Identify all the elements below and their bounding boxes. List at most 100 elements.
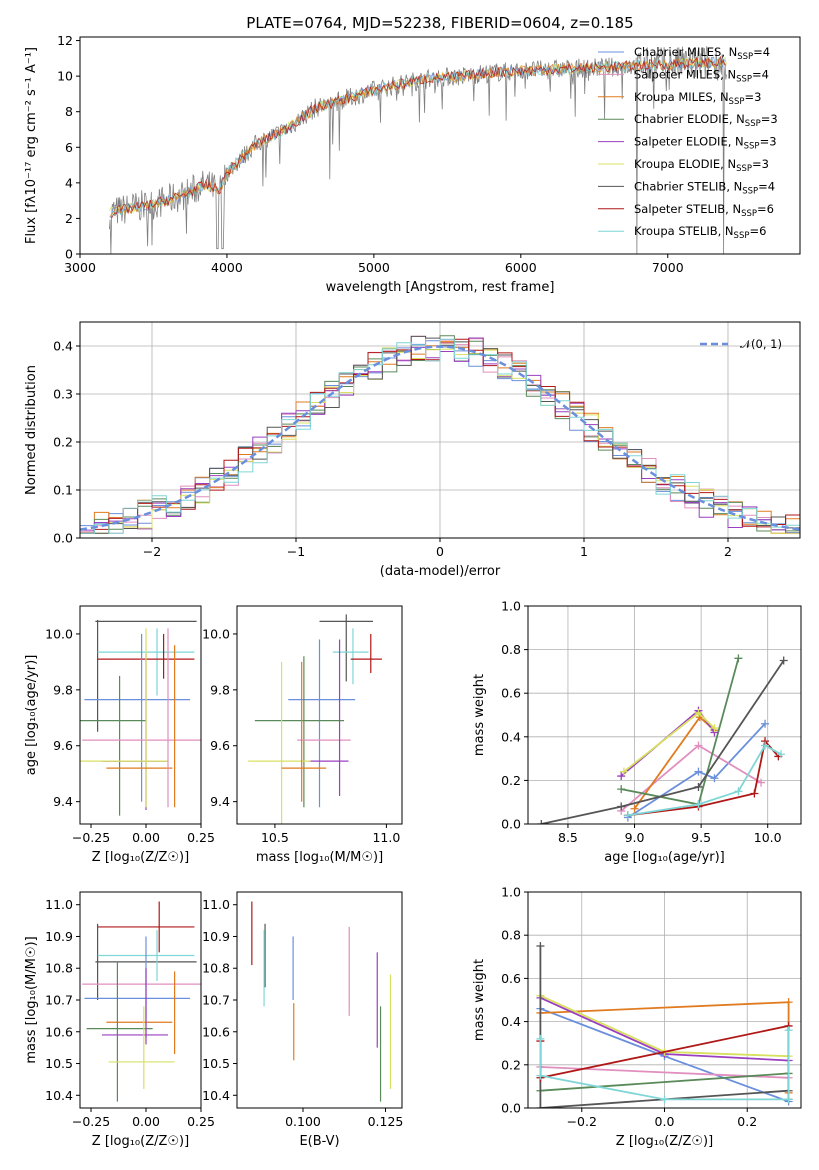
legend-entry: Kroupa MILES, NSSP=3 [634,90,761,107]
x-tick-label: 0.25 [187,1114,215,1129]
y-tick-label: 10.4 [202,1088,230,1103]
legend-entry: Chabrier MILES, NSSP=4 [634,45,770,62]
x-axis-label: Z [log₁₀(Z/Z☉)] [92,850,189,865]
axes-frame [527,605,802,825]
series-point-chabrier_miles [710,774,719,783]
legend-subscript: SSP [734,231,750,241]
x-axis-label: age [log₁₀(age/yr)] [604,850,725,865]
legend-text: Salpeter ELODIE, N [634,135,744,149]
series-point-salpeter_miles [757,778,766,787]
series-point-chabrier_stelib [779,656,788,665]
y-tick-label: 10.8 [202,961,230,976]
series-point-kroupa_miles [630,804,639,813]
y-tick-label: 10.5 [45,1056,73,1071]
y-tick-label: 0.4 [501,729,521,744]
y-tick-label: 10.0 [45,626,73,641]
x-tick-label: −0.25 [72,1114,110,1129]
x-tick-label: 0.125 [368,1114,404,1129]
legend-entry: Kroupa ELODIE, NSSP=3 [634,157,769,174]
series-point-kroupa_stelib [694,800,703,809]
y-axis-label: mass weight [472,959,487,1041]
y-tick-label: 0.2 [501,1057,521,1072]
y-tick-label: 0.6 [501,971,521,986]
series-point-chabrier_miles [761,719,770,728]
axes-frame [79,36,801,255]
series-point-chabrier_stelib [537,820,546,824]
y-tick-label: 10.4 [45,1088,73,1103]
x-tick-label: −1 [287,544,305,559]
y-tick-label: 10.9 [202,929,230,944]
series-point-kroupa_stelib [761,741,770,750]
y-tick-label: 9.6 [210,738,230,753]
y-tick-label: 9.8 [210,682,230,697]
series-point-chabrier_stelib [536,1104,545,1108]
series-line-chabrier_stelib [541,659,785,824]
series-point-kroupa_stelib [536,1034,545,1043]
y-tick-label: 0.4 [53,339,73,354]
legend-text: Kroupa ELODIE, N [634,157,736,171]
spectrum-plot: 3000 4000 5000 6000 7000 0 2 4 6 8 10 12 wavelength … [24,33,801,295]
series-point-kroupa_stelib [536,1071,545,1080]
x-tick-label: −0.25 [72,830,110,845]
spectrum-title: PLATE=0764, MJD=52238, FIBERID=0604, z=0… [246,14,633,32]
z-vs-age-plot: −0.25 0.00 0.25 9.4 9.6 9.8 10.0 Z [log₁₀(Z/Z☉)… [24,605,215,865]
x-tick-label: 11.0 [372,830,400,845]
legend-text: Salpeter STELIB, N [634,202,741,216]
legend-text: Kroupa MILES, N [634,90,729,104]
y-tick-label: 0.4 [501,1014,521,1029]
series-line-chabrier_elodie [621,658,740,806]
series-point-kroupa_stelib [623,811,632,820]
legend-entry: Salpeter MILES, NSSP=4 [634,67,769,84]
x-axis-label: (data-model)/error [380,564,501,579]
y-axis-label: Normed distribution [24,365,39,495]
x-axis-label: E(B-V) [299,1134,339,1149]
y-tick-label: 0.1 [53,483,73,498]
plot-area [536,942,793,1108]
x-tick-label: 0.0 [655,1114,675,1129]
ebv-vs-mass-plot: 0.100 0.125 10.4 10.5 10.6 10.7 10.8 10.9 11.0 E(… [202,891,404,1149]
x-tick-label: 0.00 [132,1114,160,1129]
legend-text: Kroupa STELIB, N [634,224,734,238]
histogram-kroupa_stelib [80,338,800,534]
series-point-chabrier_stelib [694,782,703,791]
x-tick-label: 4000 [211,260,243,275]
y-tick-label: 10.7 [45,993,73,1008]
series-point-kroupa_miles [784,998,793,1007]
series-point-kroupa_stelib [784,1095,793,1104]
z-vs-weight-plot: −0.2 0.0 0.2 0.0 0.2 0.4 0.6 0.8 1.0 Z [log₁₀(Z/Z… [472,885,802,1149]
y-tick-label: 0.0 [501,1101,521,1116]
series-line-chabrier_stelib [539,946,789,1108]
legend-subscript: SSP [737,52,753,62]
y-tick-label: 10.9 [45,929,73,944]
legend-tail: =4 [758,179,775,193]
series-point-kroupa_stelib [777,750,786,759]
plot-area [80,335,800,534]
y-tick-label: 0.8 [501,928,521,943]
legend-tail: =4 [752,67,769,81]
series-point-chabrier_stelib [617,802,626,811]
legend-subscript: SSP [745,119,761,129]
plot-area [248,614,382,824]
legend-subscript: SSP [742,186,758,196]
legend-text: Chabrier MILES, N [634,45,737,59]
plot-area [537,654,788,824]
series-point-chabrier_stelib [536,942,545,950]
y-tick-label: 11.0 [45,897,73,912]
series-point-kroupa_stelib [784,1026,793,1035]
legend-subscript: SSP [736,74,752,84]
series-point-kroupa_elodie [710,724,719,733]
y-tick-label: 1.0 [501,885,521,900]
series-point-kroupa_elodie [619,767,628,776]
series-point-kroupa_stelib [734,787,743,796]
x-tick-label: 7000 [652,260,684,275]
y-axis-label: Flux [fλ10⁻¹⁷ erg cm⁻² s⁻¹ A⁻¹] [24,47,39,244]
normal-reference-curve [80,345,800,531]
series-line-chabrier_elodie [540,1072,789,1092]
y-tick-label: 10.0 [202,626,230,641]
y-tick-label: 0.2 [53,435,73,450]
y-tick-label: 0.0 [53,531,73,546]
series-point-salpeter_miles [694,741,703,750]
x-tick-label: 10.0 [754,830,782,845]
series-point-chabrier_miles [694,767,703,776]
